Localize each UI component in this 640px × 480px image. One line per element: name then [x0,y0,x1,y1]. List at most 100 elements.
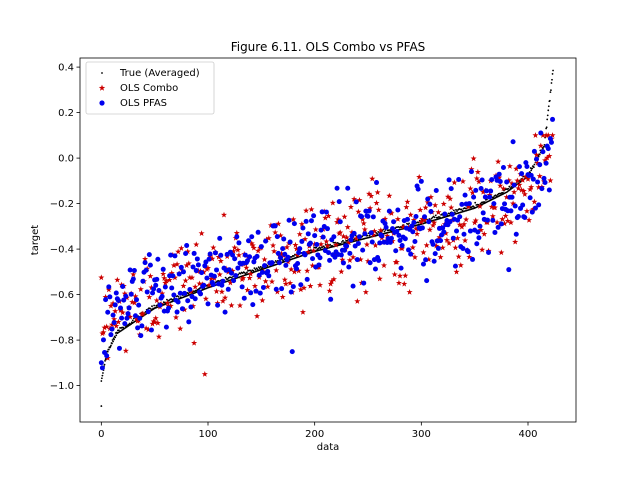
point-ols-combo [177,325,184,332]
point-ols-pfas [257,290,263,296]
point-ols-combo [249,242,256,249]
point-ols-combo [275,220,282,227]
point-ols-pfas [348,237,354,243]
point-ols-pfas [454,228,460,234]
point-ols-combo [304,267,311,274]
point-ols-pfas [338,252,344,258]
point-ols-combo [328,278,335,284]
point-ols-combo [132,293,139,300]
point-ols-pfas [215,302,221,308]
point-ols-combo [250,244,257,251]
point-ols-combo [329,199,336,206]
point-true [417,221,420,224]
point-ols-combo [402,272,409,279]
point-ols-pfas [461,231,467,237]
point-ols-combo [230,248,237,254]
point-ols-combo [479,246,486,253]
point-ols-combo [459,178,466,185]
point-ols-pfas [422,214,428,220]
point-ols-pfas [126,305,132,311]
point-ols-combo [533,151,540,158]
point-ols-pfas [394,228,400,234]
point-ols-combo [448,204,455,211]
point-ols-combo [309,262,316,269]
point-ols-combo [465,203,472,210]
point-ols-combo [326,287,333,294]
point-ols-pfas [527,195,533,201]
point-ols-pfas [460,245,466,251]
point-ols-combo [391,271,398,278]
point-ols-combo [502,212,509,219]
point-ols-pfas [545,146,551,152]
point-ols-pfas [450,235,456,241]
point-ols-pfas [530,176,536,182]
point-ols-pfas [473,187,479,193]
point-ols-pfas [182,290,188,296]
point-ols-pfas [132,313,138,319]
point-ols-combo [332,241,340,248]
point-ols-pfas [288,289,294,295]
point-ols-pfas [446,177,452,183]
point-true [430,217,433,220]
point-ols-pfas [275,250,281,256]
y-tick-label: −0.2 [50,199,74,210]
point-true [252,269,255,272]
point-true [460,208,463,211]
point-ols-combo [202,295,209,302]
point-ols-pfas [294,266,300,272]
point-ols-pfas [497,178,503,184]
point-ols-pfas [433,188,439,194]
point-ols-pfas [184,243,190,249]
point-ols-combo [404,198,411,205]
point-ols-combo [411,254,418,260]
point-ols-combo [255,247,262,254]
point-ols-combo [476,203,484,209]
point-ols-pfas [366,208,372,214]
point-ols-pfas [188,304,194,310]
point-ols-combo [151,319,158,325]
point-ols-pfas [307,240,313,246]
point-ols-combo [407,211,414,218]
point-true [551,78,553,81]
point-ols-combo [146,293,153,300]
point-ols-pfas [320,234,326,240]
point-ols-combo [152,315,159,321]
point-ols-combo [510,200,517,207]
point-ols-pfas [367,260,373,266]
point-ols-combo [298,221,305,227]
series-ols-pfas [98,116,556,371]
point-ols-pfas [214,267,220,273]
point-ols-pfas [346,264,352,270]
point-ols-combo [130,271,137,278]
point-ols-combo [462,237,469,244]
point-ols-pfas [127,267,133,273]
x-tick-label: 400 [518,429,537,440]
point-ols-combo [302,235,309,242]
point-true [256,268,259,271]
point-ols-pfas [130,276,136,282]
point-ols-combo [206,281,213,288]
point-ols-combo [338,268,345,275]
point-ols-combo [547,177,554,184]
point-ols-combo [161,275,168,281]
point-ols-combo [516,181,523,188]
point-true [324,243,327,246]
point-ols-pfas [265,268,271,274]
point-ols-combo [508,180,516,187]
point-ols-pfas [504,179,510,185]
point-ols-pfas [176,271,182,277]
point-ols-pfas [247,254,253,260]
point-ols-pfas [128,291,134,297]
point-true [226,278,229,280]
point-ols-combo [339,256,346,263]
point-ols-combo [107,302,114,309]
point-ols-pfas [116,345,122,351]
point-ols-combo [466,253,473,260]
point-ols-pfas [511,182,517,188]
point-ols-combo [295,267,302,274]
point-ols-combo [213,288,220,294]
point-ols-combo [354,298,361,304]
legend-label-true: True (Averaged) [119,68,200,79]
point-ols-combo [400,223,407,230]
point-ols-combo [159,290,166,297]
